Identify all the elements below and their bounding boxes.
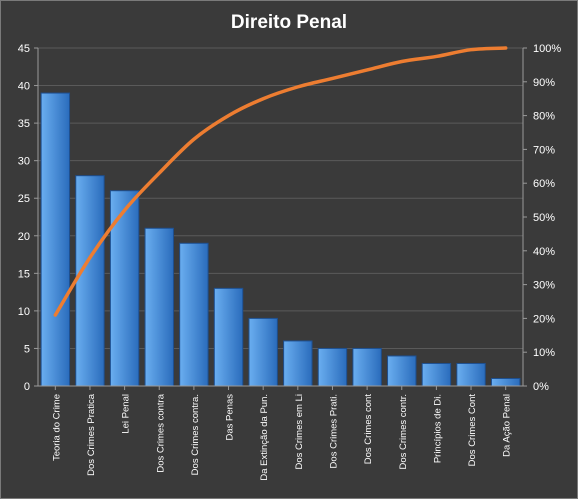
right-tick-label: 40% xyxy=(533,246,555,258)
cumulative-percentage-line xyxy=(53,46,508,317)
left-tick-label: 25 xyxy=(18,193,30,205)
category-label: Dos Crimes Cont xyxy=(467,394,478,467)
left-tick-label: 35 xyxy=(18,118,30,130)
category-label: Dos Crimes contra xyxy=(155,393,166,472)
category-label: Dos Crimes contr. xyxy=(398,394,409,470)
right-tick-label: 20% xyxy=(533,313,555,325)
category-label: Dos Crimes contra. xyxy=(190,394,201,475)
right-tick-label: 100% xyxy=(533,43,561,55)
left-tick-label: 15 xyxy=(18,268,30,280)
category-label: Das Penas xyxy=(225,394,236,441)
left-tick-label: 40 xyxy=(18,81,30,93)
right-tick-label: 0% xyxy=(533,381,549,393)
left-tick-label: 0 xyxy=(24,381,30,393)
bar xyxy=(179,242,209,387)
bar xyxy=(387,355,417,387)
category-label: Dos Crimes em Li xyxy=(294,394,305,470)
bar xyxy=(144,227,174,387)
category-label: Dos Crimes cont xyxy=(363,394,374,465)
category-label: Da Extinção da Pun. xyxy=(259,394,270,481)
cumulative-line xyxy=(53,46,508,317)
category-label: Teoria do Crime xyxy=(51,394,62,461)
left-tick-label: 30 xyxy=(18,156,30,168)
axes xyxy=(34,47,527,390)
right-tick-label: 90% xyxy=(533,77,555,89)
category-label: Princípios de Di. xyxy=(432,394,443,463)
bar xyxy=(352,347,382,387)
category-label: Lei Penal xyxy=(121,394,132,434)
bar xyxy=(283,340,313,387)
bar xyxy=(75,175,105,387)
bar xyxy=(421,362,452,387)
left-tick-label: 20 xyxy=(18,231,30,243)
right-tick-label: 80% xyxy=(533,111,555,123)
left-tick-label: 5 xyxy=(24,343,30,355)
bar xyxy=(213,287,244,387)
bar xyxy=(456,362,486,387)
right-tick-label: 70% xyxy=(533,144,555,156)
bar xyxy=(317,347,348,387)
left-axis-ticks: 0 5 10 15 20 25 30 35 40 45 xyxy=(18,43,30,393)
bar xyxy=(248,317,278,387)
bars xyxy=(40,92,521,387)
left-tick-label: 45 xyxy=(18,43,30,55)
right-tick-label: 60% xyxy=(533,178,555,190)
chart-title: Direito Penal xyxy=(231,12,347,33)
bar xyxy=(40,92,71,387)
category-label: Dos Crimes Prati. xyxy=(328,394,339,468)
category-label: Dos Crimes Pratica xyxy=(86,393,97,476)
left-tick-label: 10 xyxy=(18,306,30,318)
right-axis-ticks: 0% 10% 20% 30% 40% 50% 60% 70% 80% 90% 100% xyxy=(533,43,561,393)
category-label: Da Ação Penal xyxy=(502,394,513,457)
right-tick-label: 50% xyxy=(533,212,555,224)
right-tick-label: 10% xyxy=(533,347,555,359)
bar xyxy=(490,377,521,387)
category-labels: Teoria do Crime Dos Crimes Pratica Lei Pen… xyxy=(51,393,512,480)
right-tick-label: 30% xyxy=(533,280,555,292)
